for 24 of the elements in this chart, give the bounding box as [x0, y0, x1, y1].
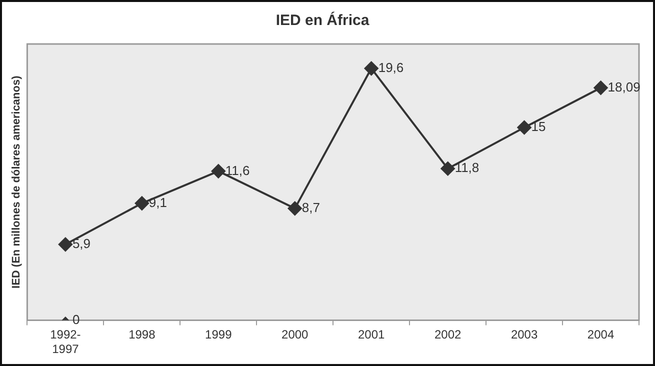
data-label: 18,09 [608, 79, 640, 94]
data-label: 8,7 [302, 200, 320, 216]
point [364, 61, 378, 76]
x-tick-label: 2000 [282, 328, 309, 342]
point [440, 162, 455, 176]
chart-title: IED en África [276, 11, 370, 30]
y-axis-title: IED (En millones de dólares americanos) [10, 75, 23, 288]
x-tick-label: 1999 [205, 328, 232, 342]
point [288, 201, 302, 216]
x-tick-label: 1992-1997 [50, 328, 81, 356]
data-label: 0 [72, 312, 80, 327]
point [134, 196, 149, 210]
x-tick-label: 2001 [358, 328, 386, 342]
data-label: 11,8 [454, 160, 480, 176]
point [58, 237, 72, 252]
x-tick-label: 2002 [434, 328, 462, 342]
x-tick-label: 2004 [587, 328, 614, 342]
x-tick-label: 2003 [510, 328, 538, 342]
point [211, 164, 226, 178]
data-label: 11,6 [225, 162, 250, 178]
point [517, 120, 532, 135]
point [594, 80, 608, 95]
data-label: 19,6 [378, 60, 404, 75]
x-tick-label: 1998 [128, 328, 156, 342]
